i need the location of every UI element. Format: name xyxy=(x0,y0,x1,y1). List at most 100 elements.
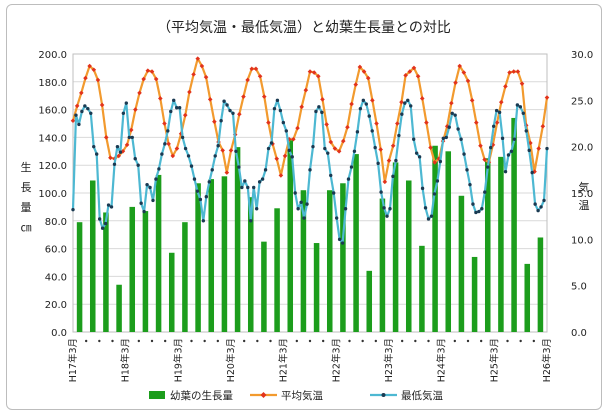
right-axis-title-char: 気 xyxy=(579,180,590,194)
min-temp-point xyxy=(536,208,540,213)
min-temp-point xyxy=(438,159,443,164)
avg-temp-point xyxy=(103,135,109,140)
left-tick-label: 60.0 xyxy=(45,245,67,256)
min-temp-point xyxy=(542,198,546,203)
bar xyxy=(274,208,280,332)
bar xyxy=(208,179,215,332)
bar xyxy=(287,140,294,332)
left-tick-label: 0.0 xyxy=(51,328,67,339)
bar xyxy=(498,156,504,332)
min-temp-point xyxy=(180,135,185,140)
bar-series xyxy=(76,117,544,332)
bar xyxy=(353,154,359,332)
avg-temp-point xyxy=(79,90,84,96)
min-temp-point xyxy=(320,110,324,115)
min-temp-point xyxy=(382,206,386,210)
x-tick-label: H17年3月 xyxy=(67,338,79,382)
avg-temp-point xyxy=(166,141,171,147)
min-temp-point xyxy=(154,177,158,181)
min-temp-point xyxy=(240,185,244,190)
right-tick-label: 25.0 xyxy=(571,96,593,107)
x-minor-tick-mark xyxy=(150,339,154,343)
min-temp-point xyxy=(92,144,96,149)
bar xyxy=(432,145,438,332)
avg-temp-point xyxy=(316,73,321,79)
min-temp-point xyxy=(346,177,351,181)
min-temp-point xyxy=(189,164,194,168)
bar xyxy=(511,117,517,332)
left-axis-title-char: ㎝ xyxy=(21,221,32,234)
min-temp-point xyxy=(95,152,99,156)
bar xyxy=(471,256,478,332)
avg-temp-point xyxy=(182,112,188,118)
x-minor-tick-mark xyxy=(242,339,246,343)
min-temp-point xyxy=(163,142,167,146)
min-temp-point xyxy=(166,129,170,133)
min-temp-point xyxy=(483,190,487,194)
min-temp-point xyxy=(249,219,253,223)
avg-temp-point xyxy=(361,69,367,74)
min-temp-point xyxy=(394,158,398,163)
avg-temp-point xyxy=(349,101,354,107)
min-temp-point xyxy=(349,165,354,169)
min-temp-point xyxy=(462,152,466,156)
x-tick-label: H24年3月 xyxy=(436,338,448,382)
min-temp-point xyxy=(177,106,182,110)
left-tick-label: 100.0 xyxy=(38,189,67,200)
avg-temp-point xyxy=(282,153,288,159)
min-temp-point xyxy=(127,135,131,140)
min-temp-point xyxy=(71,207,75,212)
avg-temp-point xyxy=(141,76,146,82)
bar xyxy=(129,206,136,332)
min-temp-point xyxy=(216,144,220,148)
min-temp-point xyxy=(148,185,152,190)
avg-temp-point xyxy=(241,94,246,99)
bar xyxy=(261,241,267,332)
min-temp-point xyxy=(417,155,422,159)
min-temp-point xyxy=(174,106,179,110)
min-temp-point xyxy=(453,113,457,117)
min-temp-point xyxy=(201,219,206,223)
min-temp-point xyxy=(367,114,371,118)
avg-temp-point xyxy=(137,90,142,96)
min-temp-point xyxy=(142,209,146,214)
min-temp-point xyxy=(198,197,203,202)
avg-temp-point xyxy=(432,160,438,165)
bar xyxy=(116,284,122,332)
avg-temp-point xyxy=(494,120,500,125)
avg-temp-point xyxy=(370,98,375,103)
avg-temp-point xyxy=(257,73,263,79)
min-temp-point xyxy=(361,98,366,103)
min-temp-point xyxy=(515,103,520,107)
avg-temp-point xyxy=(187,89,192,95)
min-temp-point xyxy=(364,102,368,106)
min-temp-point xyxy=(80,109,84,114)
avg-temp-point xyxy=(108,155,113,161)
avg-temp-point xyxy=(540,123,546,129)
x-tick-label: H20年3月 xyxy=(225,338,237,382)
avg-temp-point xyxy=(286,136,292,142)
x-minor-tick-mark xyxy=(519,339,522,343)
bar xyxy=(379,198,386,332)
min-temp-point xyxy=(332,191,336,195)
min-temp-point xyxy=(83,104,87,108)
avg-temp-point xyxy=(95,77,101,83)
avg-temp-point xyxy=(224,170,230,175)
min-temp-point xyxy=(426,217,431,221)
avg-temp-point xyxy=(511,69,517,74)
avg-temp-point xyxy=(407,69,413,74)
min-temp-point xyxy=(326,151,330,155)
avg-temp-point xyxy=(74,103,80,109)
avg-temp-point xyxy=(353,82,359,87)
x-minor-tick-mark xyxy=(321,339,325,343)
avg-temp-point xyxy=(245,77,250,83)
min-temp-point xyxy=(260,177,265,181)
avg-temp-point xyxy=(328,139,334,145)
min-temp-point xyxy=(355,130,360,134)
min-temp-point xyxy=(136,163,140,167)
min-temp-point xyxy=(266,146,271,151)
min-temp-point xyxy=(243,179,247,183)
bar xyxy=(366,270,373,332)
min-temp-point xyxy=(112,162,117,166)
bar xyxy=(103,212,109,332)
